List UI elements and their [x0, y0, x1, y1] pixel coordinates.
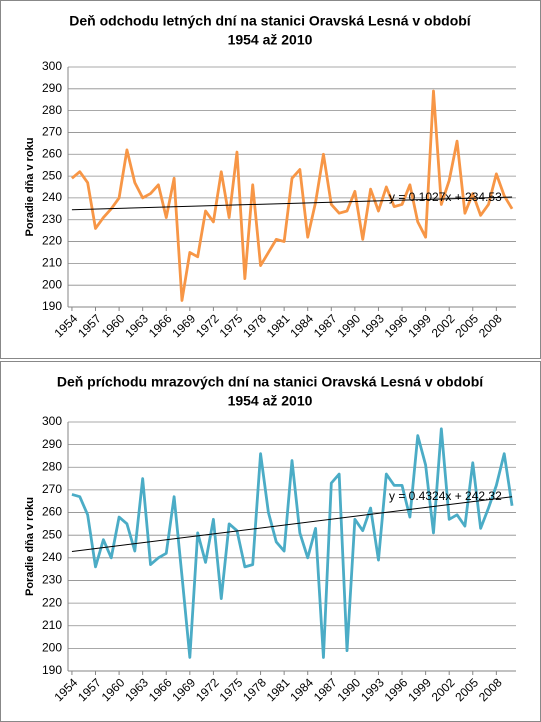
data-line — [71, 427, 514, 659]
y-tick-label: 300 — [42, 59, 62, 73]
y-tick-label: 220 — [42, 234, 62, 248]
y-tick-label: 240 — [42, 190, 62, 204]
chart-title: Deň odchodu letných dní na stanici Oravs… — [69, 13, 472, 29]
trendline — [71, 196, 513, 211]
trendline-equation: y = 0.1027x + 234.53 — [389, 190, 502, 204]
y-tick-label: 280 — [42, 459, 62, 473]
y-tick-label: 200 — [42, 641, 62, 655]
chart: Deň príchodu mrazových dní na stanici Or… — [0, 361, 541, 722]
chart-title: 1954 až 2010 — [228, 32, 313, 48]
y-tick-label: 250 — [42, 168, 62, 182]
y-tick-label: 210 — [42, 618, 62, 632]
y-tick-label: 260 — [42, 505, 62, 519]
y-tick-label: 290 — [42, 81, 62, 95]
y-tick-label: 190 — [42, 663, 62, 677]
y-tick-label: 300 — [42, 414, 62, 428]
y-tick-label: 230 — [42, 212, 62, 226]
y-tick-label: 250 — [42, 527, 62, 541]
y-tick-label: 230 — [42, 573, 62, 587]
y-tick-label: 190 — [42, 299, 62, 313]
y-tick-label: 220 — [42, 595, 62, 609]
trendline — [71, 496, 513, 552]
data-line — [71, 89, 514, 302]
y-axis-label: Poradie dňa v roku — [24, 497, 36, 596]
y-tick-label: 260 — [42, 146, 62, 160]
y-tick-label: 240 — [42, 550, 62, 564]
y-tick-label: 290 — [42, 437, 62, 451]
chart: Deň odchodu letných dní na stanici Oravs… — [0, 0, 541, 359]
chart-border — [0, 361, 541, 722]
y-tick-label: 270 — [42, 482, 62, 496]
chart-border — [0, 0, 541, 359]
y-tick-label: 210 — [42, 256, 62, 270]
chart-title: 1954 až 2010 — [228, 393, 313, 409]
y-tick-label: 270 — [42, 125, 62, 139]
y-axis-label: Poradie dňa v roku — [24, 137, 36, 236]
y-tick-label: 200 — [42, 277, 62, 291]
trendline-equation: y = 0.4324x + 242.32 — [389, 489, 502, 503]
chart-title: Deň príchodu mrazových dní na stanici Or… — [57, 374, 484, 390]
y-tick-label: 280 — [42, 103, 62, 117]
